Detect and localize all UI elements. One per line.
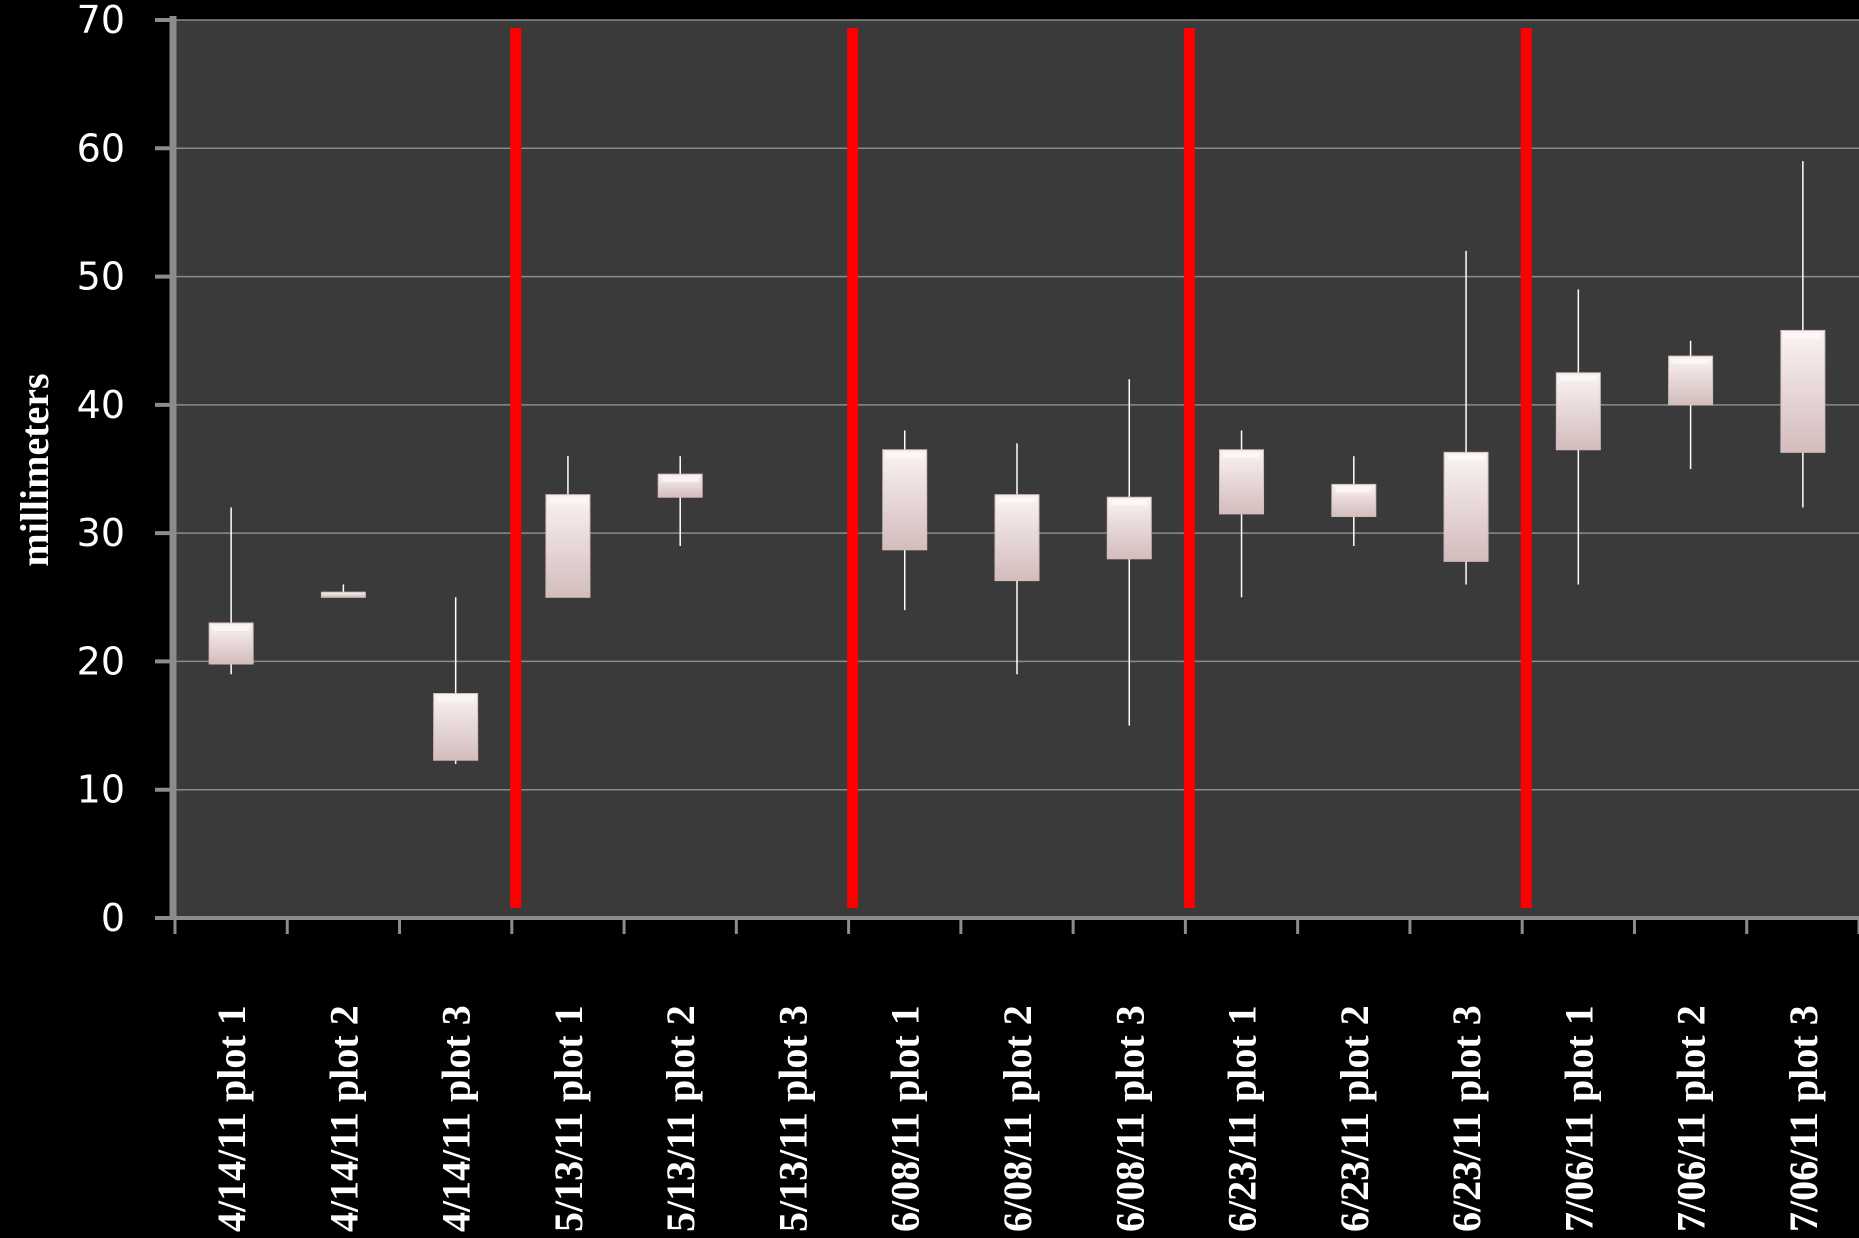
box-highlight (662, 477, 699, 483)
x-category-label: 4/14/11 plot 1 (209, 1005, 254, 1232)
box (1668, 355, 1714, 406)
box-highlight (1560, 375, 1597, 381)
x-category-label: 6/08/11 plot 1 (883, 1005, 928, 1232)
y-tick-label: 20 (77, 639, 125, 683)
box-highlight (1335, 487, 1372, 493)
y-tick-label: 30 (77, 511, 125, 555)
date-separators (510, 28, 1532, 908)
x-category-label: 6/23/11 plot 3 (1444, 1005, 1489, 1232)
y-axis-title: millimeters (12, 373, 57, 566)
box (1219, 449, 1265, 515)
x-category-label: 6/23/11 plot 1 (1220, 1005, 1265, 1232)
box-highlight (1223, 452, 1260, 458)
box (994, 494, 1040, 582)
box (320, 591, 366, 598)
box-highlight (213, 625, 250, 631)
box-highlight (1672, 359, 1709, 365)
x-category-label: 6/08/11 plot 3 (1107, 1005, 1152, 1232)
tick-labels: 0 10 20 30 40 50 60 70 4/14/11 plot 1 4/14/11 plo… (77, 0, 1826, 1232)
y-tick-label: 0 (101, 896, 125, 940)
box (1780, 329, 1826, 453)
box-highlight (549, 497, 586, 503)
x-category-label: 5/13/11 plot 1 (546, 1005, 591, 1232)
y-tick-label: 60 (77, 126, 125, 170)
box-highlight (999, 497, 1035, 503)
x-category-label: 5/13/11 plot 2 (658, 1005, 703, 1232)
axes (155, 16, 1859, 934)
boxes (208, 161, 1826, 765)
x-category-label: 7/06/11 plot 3 (1781, 1005, 1826, 1232)
y-tick-label: 40 (77, 383, 125, 427)
box-highlight (1111, 500, 1148, 506)
y-tick-label: 50 (77, 255, 125, 299)
box (1106, 496, 1152, 560)
box (1443, 451, 1489, 562)
box-highlight (886, 452, 923, 458)
box (1555, 372, 1601, 451)
box-highlight (437, 696, 474, 702)
x-category-label: 7/06/11 plot 2 (1669, 1005, 1714, 1232)
x-category-label: 6/23/11 plot 2 (1332, 1005, 1377, 1232)
box (545, 494, 591, 598)
x-category-label: 7/06/11 plot 1 (1556, 1005, 1601, 1232)
x-category-label: 6/08/11 plot 2 (995, 1005, 1040, 1232)
x-category-label: 5/13/11 plot 3 (770, 1005, 815, 1232)
x-category-label: 4/14/11 plot 3 (434, 1005, 479, 1232)
box (882, 449, 928, 551)
x-category-label: 4/14/11 plot 2 (321, 1005, 366, 1232)
box-highlight (1448, 455, 1485, 461)
box (433, 693, 479, 761)
y-tick-label: 70 (77, 0, 125, 42)
box-highlight (1784, 333, 1821, 339)
y-tick-label: 10 (77, 768, 125, 812)
